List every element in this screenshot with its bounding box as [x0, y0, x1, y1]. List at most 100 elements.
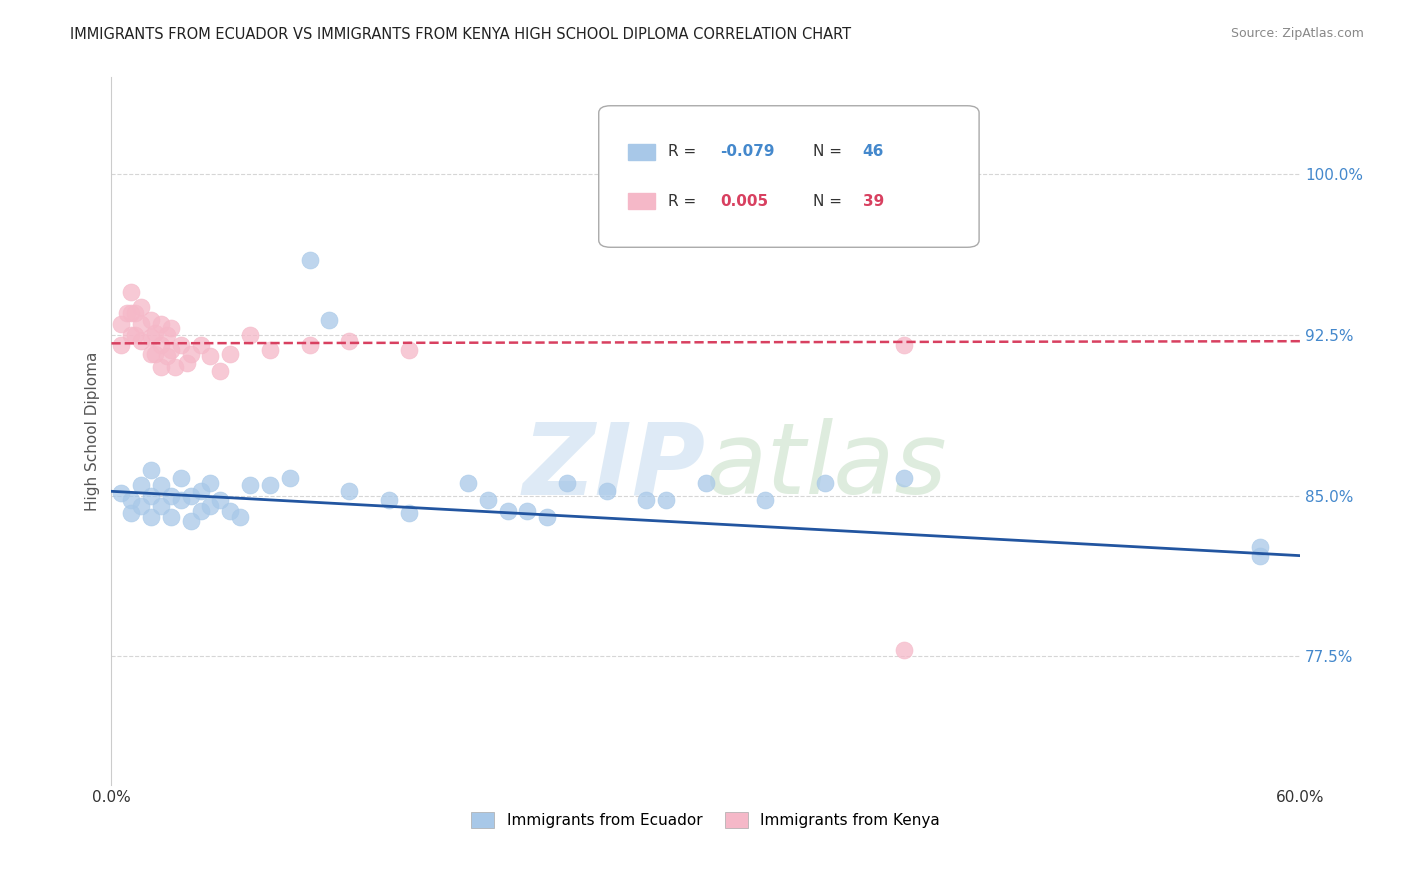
- Point: [129, 300, 152, 314]
- Text: -0.079: -0.079: [720, 145, 775, 160]
- Text: N =: N =: [813, 194, 846, 209]
- Point: [139, 463, 162, 477]
- Text: ZIP: ZIP: [523, 418, 706, 516]
- Y-axis label: High School Diploma: High School Diploma: [86, 351, 100, 511]
- Point: [139, 489, 162, 503]
- Point: [110, 486, 132, 500]
- Point: [298, 252, 321, 267]
- Point: [129, 317, 152, 331]
- Point: [176, 356, 198, 370]
- Point: [457, 475, 479, 490]
- Point: [209, 364, 232, 378]
- Text: IMMIGRANTS FROM ECUADOR VS IMMIGRANTS FROM KENYA HIGH SCHOOL DIPLOMA CORRELATION: IMMIGRANTS FROM ECUADOR VS IMMIGRANTS FR…: [70, 27, 852, 42]
- Text: atlas: atlas: [706, 418, 948, 516]
- Point: [160, 489, 183, 503]
- Bar: [628, 194, 655, 209]
- Point: [149, 500, 172, 514]
- Text: R =: R =: [668, 145, 700, 160]
- Point: [160, 343, 183, 357]
- Point: [110, 338, 132, 352]
- Point: [163, 359, 186, 374]
- Point: [156, 349, 179, 363]
- Point: [120, 327, 142, 342]
- Point: [180, 489, 202, 503]
- Point: [298, 338, 321, 352]
- Point: [124, 306, 146, 320]
- Point: [160, 510, 183, 524]
- Point: [893, 643, 915, 657]
- Point: [170, 492, 193, 507]
- Point: [149, 317, 172, 331]
- Point: [496, 503, 519, 517]
- Point: [129, 334, 152, 349]
- Point: [1249, 540, 1271, 554]
- Point: [129, 478, 152, 492]
- Point: [180, 514, 202, 528]
- Point: [200, 500, 222, 514]
- Point: [278, 471, 301, 485]
- Point: [149, 478, 172, 492]
- Point: [129, 500, 152, 514]
- Point: [139, 347, 162, 361]
- Point: [124, 327, 146, 342]
- Point: [120, 492, 142, 507]
- Point: [595, 484, 617, 499]
- Point: [893, 338, 915, 352]
- Point: [120, 285, 142, 299]
- Point: [170, 471, 193, 485]
- Text: 0.005: 0.005: [720, 194, 768, 209]
- Point: [398, 343, 420, 357]
- Point: [536, 510, 558, 524]
- Point: [219, 347, 242, 361]
- Point: [120, 306, 142, 320]
- Point: [337, 484, 360, 499]
- Legend: Immigrants from Ecuador, Immigrants from Kenya: Immigrants from Ecuador, Immigrants from…: [465, 805, 946, 834]
- Point: [555, 475, 578, 490]
- Point: [259, 343, 281, 357]
- Point: [143, 326, 166, 340]
- Point: [893, 471, 915, 485]
- Text: 46: 46: [863, 145, 884, 160]
- Point: [200, 475, 222, 490]
- Point: [149, 338, 172, 352]
- Point: [477, 492, 499, 507]
- Text: R =: R =: [668, 194, 700, 209]
- Point: [695, 475, 717, 490]
- Point: [200, 349, 222, 363]
- Point: [219, 503, 242, 517]
- Point: [259, 478, 281, 492]
- Text: N =: N =: [813, 145, 846, 160]
- Point: [190, 484, 212, 499]
- Point: [318, 312, 340, 326]
- FancyBboxPatch shape: [599, 106, 979, 247]
- Point: [813, 475, 835, 490]
- Point: [117, 306, 139, 320]
- Point: [180, 347, 202, 361]
- Point: [139, 510, 162, 524]
- Point: [516, 503, 538, 517]
- Point: [139, 330, 162, 344]
- Point: [110, 317, 132, 331]
- Point: [754, 492, 776, 507]
- Point: [209, 492, 232, 507]
- Point: [337, 334, 360, 349]
- Point: [160, 321, 183, 335]
- Point: [120, 506, 142, 520]
- Point: [229, 510, 252, 524]
- Point: [156, 327, 179, 342]
- Point: [149, 359, 172, 374]
- Point: [1249, 549, 1271, 563]
- Point: [239, 478, 262, 492]
- Point: [239, 327, 262, 342]
- Point: [398, 506, 420, 520]
- Point: [143, 347, 166, 361]
- Point: [190, 503, 212, 517]
- Text: 39: 39: [863, 194, 884, 209]
- Point: [636, 492, 658, 507]
- Point: [377, 492, 399, 507]
- Point: [139, 312, 162, 326]
- Point: [655, 492, 678, 507]
- Point: [190, 338, 212, 352]
- Point: [170, 338, 193, 352]
- Text: Source: ZipAtlas.com: Source: ZipAtlas.com: [1230, 27, 1364, 40]
